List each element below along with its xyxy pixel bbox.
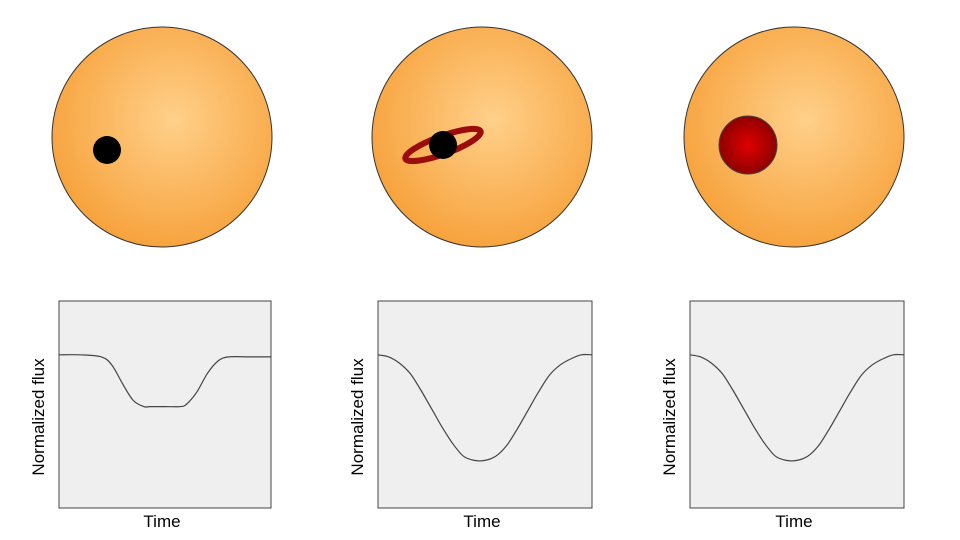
y-axis-label: Normalized flux xyxy=(660,358,679,476)
x-axis-label: Time xyxy=(463,512,500,531)
planet-disk xyxy=(93,136,121,164)
x-axis-label: Time xyxy=(143,512,180,531)
star-disk xyxy=(683,26,905,248)
panel-starspot: Time Normalized flux xyxy=(660,26,905,531)
panel-ringed-planet-transit: Time Normalized flux xyxy=(348,26,593,531)
y-axis-label: Normalized flux xyxy=(348,358,367,476)
panel-planet-transit: Time Normalized flux xyxy=(29,26,273,531)
star-disk xyxy=(51,26,273,248)
x-axis-label: Time xyxy=(775,512,812,531)
planet-disk xyxy=(429,131,457,159)
spot-disk xyxy=(718,115,778,175)
plot-frame xyxy=(689,300,905,509)
light-curve xyxy=(377,353,593,462)
light-curve xyxy=(689,353,905,462)
light-curve xyxy=(58,354,271,408)
plot-frame xyxy=(377,300,593,509)
plot-frame xyxy=(58,300,272,509)
star-disk xyxy=(371,26,593,248)
y-axis-label: Normalized flux xyxy=(29,358,48,476)
